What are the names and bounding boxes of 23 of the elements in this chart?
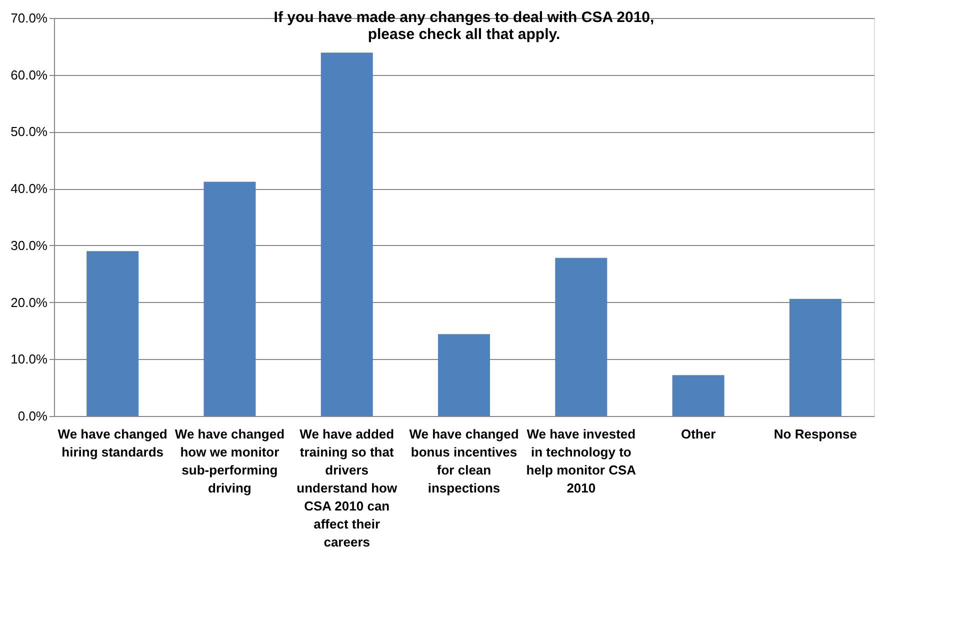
y-tick-label: 20.0%	[10, 294, 48, 310]
bar	[204, 182, 256, 416]
bar	[320, 52, 373, 416]
x-tick-label: Other	[680, 426, 716, 442]
bar	[438, 334, 490, 416]
bar	[672, 375, 724, 416]
y-tick-label: 40.0%	[10, 181, 48, 196]
bar	[86, 251, 139, 416]
x-tick-label: We have invested in technology to help monitor CSA 2010	[526, 426, 637, 496]
x-tick-label: We have changed hiring standards	[58, 426, 168, 460]
y-tick-label: 50.0%	[10, 124, 48, 140]
x-tick-label: No Response	[774, 426, 857, 442]
bar	[789, 298, 842, 416]
bar	[555, 258, 608, 416]
y-tick-label: 60.0%	[10, 67, 48, 82]
chart-title: If you have made any changes to deal with CSA 2010, please check all that apply.	[274, 9, 654, 43]
x-tick-label: We have added training so that drivers understand how CSA 2010 can affect their careers	[296, 426, 398, 550]
x-tick-label: We have changed bonus incentives for clean inspections	[409, 426, 519, 496]
y-tick-label: 0.0%	[18, 408, 48, 424]
y-tick-label: 10.0%	[10, 352, 48, 367]
x-tick-label: We have changed how we monitor sub-performing driving	[174, 426, 285, 496]
y-tick-label: 30.0%	[10, 238, 48, 253]
y-tick-label: 70.0%	[10, 10, 48, 26]
